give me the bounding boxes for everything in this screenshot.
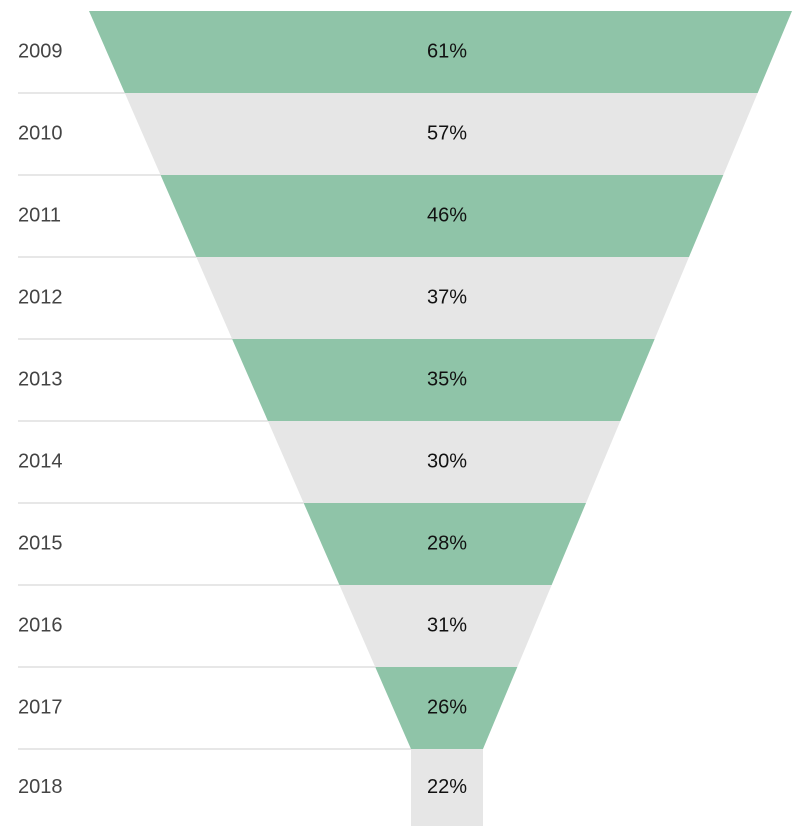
category-label: 2015 [18,532,63,554]
value-label: 35% [427,368,467,390]
funnel-segment [303,503,586,585]
category-label: 2014 [18,450,63,472]
value-label: 28% [427,532,467,554]
value-label: 57% [427,122,467,144]
funnel-segment [410,749,483,826]
value-label: 30% [427,450,467,472]
funnel-segment [160,175,724,257]
value-label: 37% [427,286,467,308]
value-label: 22% [427,776,467,798]
value-label: 31% [427,614,467,636]
value-label: 61% [427,40,467,62]
category-label: 2016 [18,614,63,636]
category-label: 2011 [18,204,61,226]
category-label: 2017 [18,696,63,718]
category-label: 2009 [18,40,63,62]
funnel-segment [124,93,758,175]
funnel-segment [339,585,552,667]
category-label: 2012 [18,286,63,308]
funnel-segment [375,667,518,749]
category-label: 2010 [18,122,63,144]
value-label: 26% [427,696,467,718]
funnel-segment [196,257,689,339]
category-label: 2018 [18,776,63,798]
funnel-segment [232,339,655,421]
funnel-segment [89,11,792,93]
category-label: 2013 [18,368,63,390]
value-label: 46% [427,204,467,226]
funnel-segment [267,421,621,503]
